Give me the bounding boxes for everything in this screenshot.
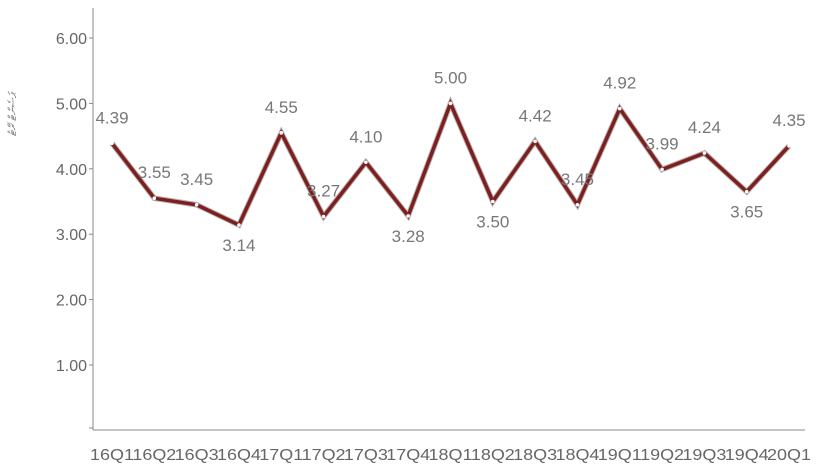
x-tick-label: 19Q3 bbox=[682, 447, 726, 464]
data-point bbox=[575, 202, 580, 207]
x-tick-label: 20Q1 bbox=[767, 447, 811, 464]
y-axis: 1.00 2.00 3.00 4.00 5.00 6.00 bbox=[56, 8, 94, 430]
y-axis-title: ޕަސެންޓް ރޭޓު bbox=[6, 90, 19, 136]
data-point bbox=[194, 202, 199, 207]
data-point bbox=[787, 144, 791, 148]
data-point bbox=[702, 151, 707, 155]
data-point bbox=[744, 189, 749, 194]
y-tick-label: 2.00 bbox=[56, 293, 87, 310]
x-tick-label: 17Q3 bbox=[344, 447, 388, 464]
data-label: 5.00 bbox=[434, 68, 467, 87]
data-point bbox=[152, 196, 157, 201]
x-tick-label: 17Q2 bbox=[302, 447, 346, 464]
x-axis: 16Q116Q216Q316Q417Q117Q217Q317Q418Q118Q2… bbox=[90, 429, 811, 464]
x-tick-label: 16Q3 bbox=[175, 447, 219, 464]
data-label: 4.39 bbox=[95, 108, 128, 127]
data-label: 4.92 bbox=[603, 74, 636, 93]
data-label: 4.42 bbox=[519, 106, 552, 125]
data-label: 3.99 bbox=[646, 134, 679, 153]
data-point bbox=[448, 101, 453, 106]
data-point bbox=[491, 199, 495, 204]
data-labels: 4.39 3.55 3.45 3.14 4.55 3.27 4.10 3.28 5.00 3.50… bbox=[95, 68, 805, 255]
y-tick-label: 4.00 bbox=[56, 162, 87, 179]
data-label: 4.24 bbox=[688, 118, 721, 137]
x-tick-label: 18Q2 bbox=[471, 447, 515, 464]
y-tick-label: 6.00 bbox=[56, 31, 87, 48]
x-tick-label: 17Q1 bbox=[259, 447, 303, 464]
data-point bbox=[364, 160, 368, 165]
data-label: 3.28 bbox=[392, 227, 425, 246]
data-point bbox=[617, 106, 622, 111]
x-tick-label: 17Q4 bbox=[386, 447, 430, 464]
data-point bbox=[321, 214, 326, 219]
x-tick-label: 18Q4 bbox=[555, 447, 599, 464]
data-label: 4.10 bbox=[349, 127, 382, 146]
data-label: 3.50 bbox=[476, 213, 509, 232]
data-label: 3.65 bbox=[730, 203, 763, 222]
data-label: 3.27 bbox=[307, 182, 340, 201]
data-label: 3.45 bbox=[561, 170, 594, 189]
x-tick-label: 19Q1 bbox=[598, 447, 642, 464]
y-tick-label: 5.00 bbox=[56, 96, 87, 113]
series-group bbox=[109, 96, 792, 229]
data-point bbox=[660, 167, 664, 172]
x-tick-label: 18Q1 bbox=[429, 447, 473, 464]
y-tick-label: 1.00 bbox=[56, 358, 87, 375]
x-tick-label: 19Q2 bbox=[640, 447, 684, 464]
data-point bbox=[279, 131, 284, 135]
data-point bbox=[406, 214, 410, 218]
data-label: 4.35 bbox=[772, 111, 805, 130]
x-tick-label: 19Q4 bbox=[725, 447, 769, 464]
y-tick-label: 3.00 bbox=[56, 227, 87, 244]
x-tick-label: 16Q1 bbox=[90, 447, 134, 464]
x-tick-label: 16Q2 bbox=[132, 447, 176, 464]
data-label: 3.14 bbox=[222, 236, 255, 255]
data-point bbox=[237, 223, 241, 227]
data-label: 3.45 bbox=[180, 170, 213, 189]
data-label: 3.55 bbox=[138, 163, 171, 182]
data-label: 4.55 bbox=[265, 98, 298, 117]
x-tick-label: 16Q4 bbox=[217, 447, 261, 464]
data-point bbox=[533, 139, 537, 144]
x-tick-label: 18Q3 bbox=[513, 447, 557, 464]
data-point bbox=[110, 141, 114, 146]
